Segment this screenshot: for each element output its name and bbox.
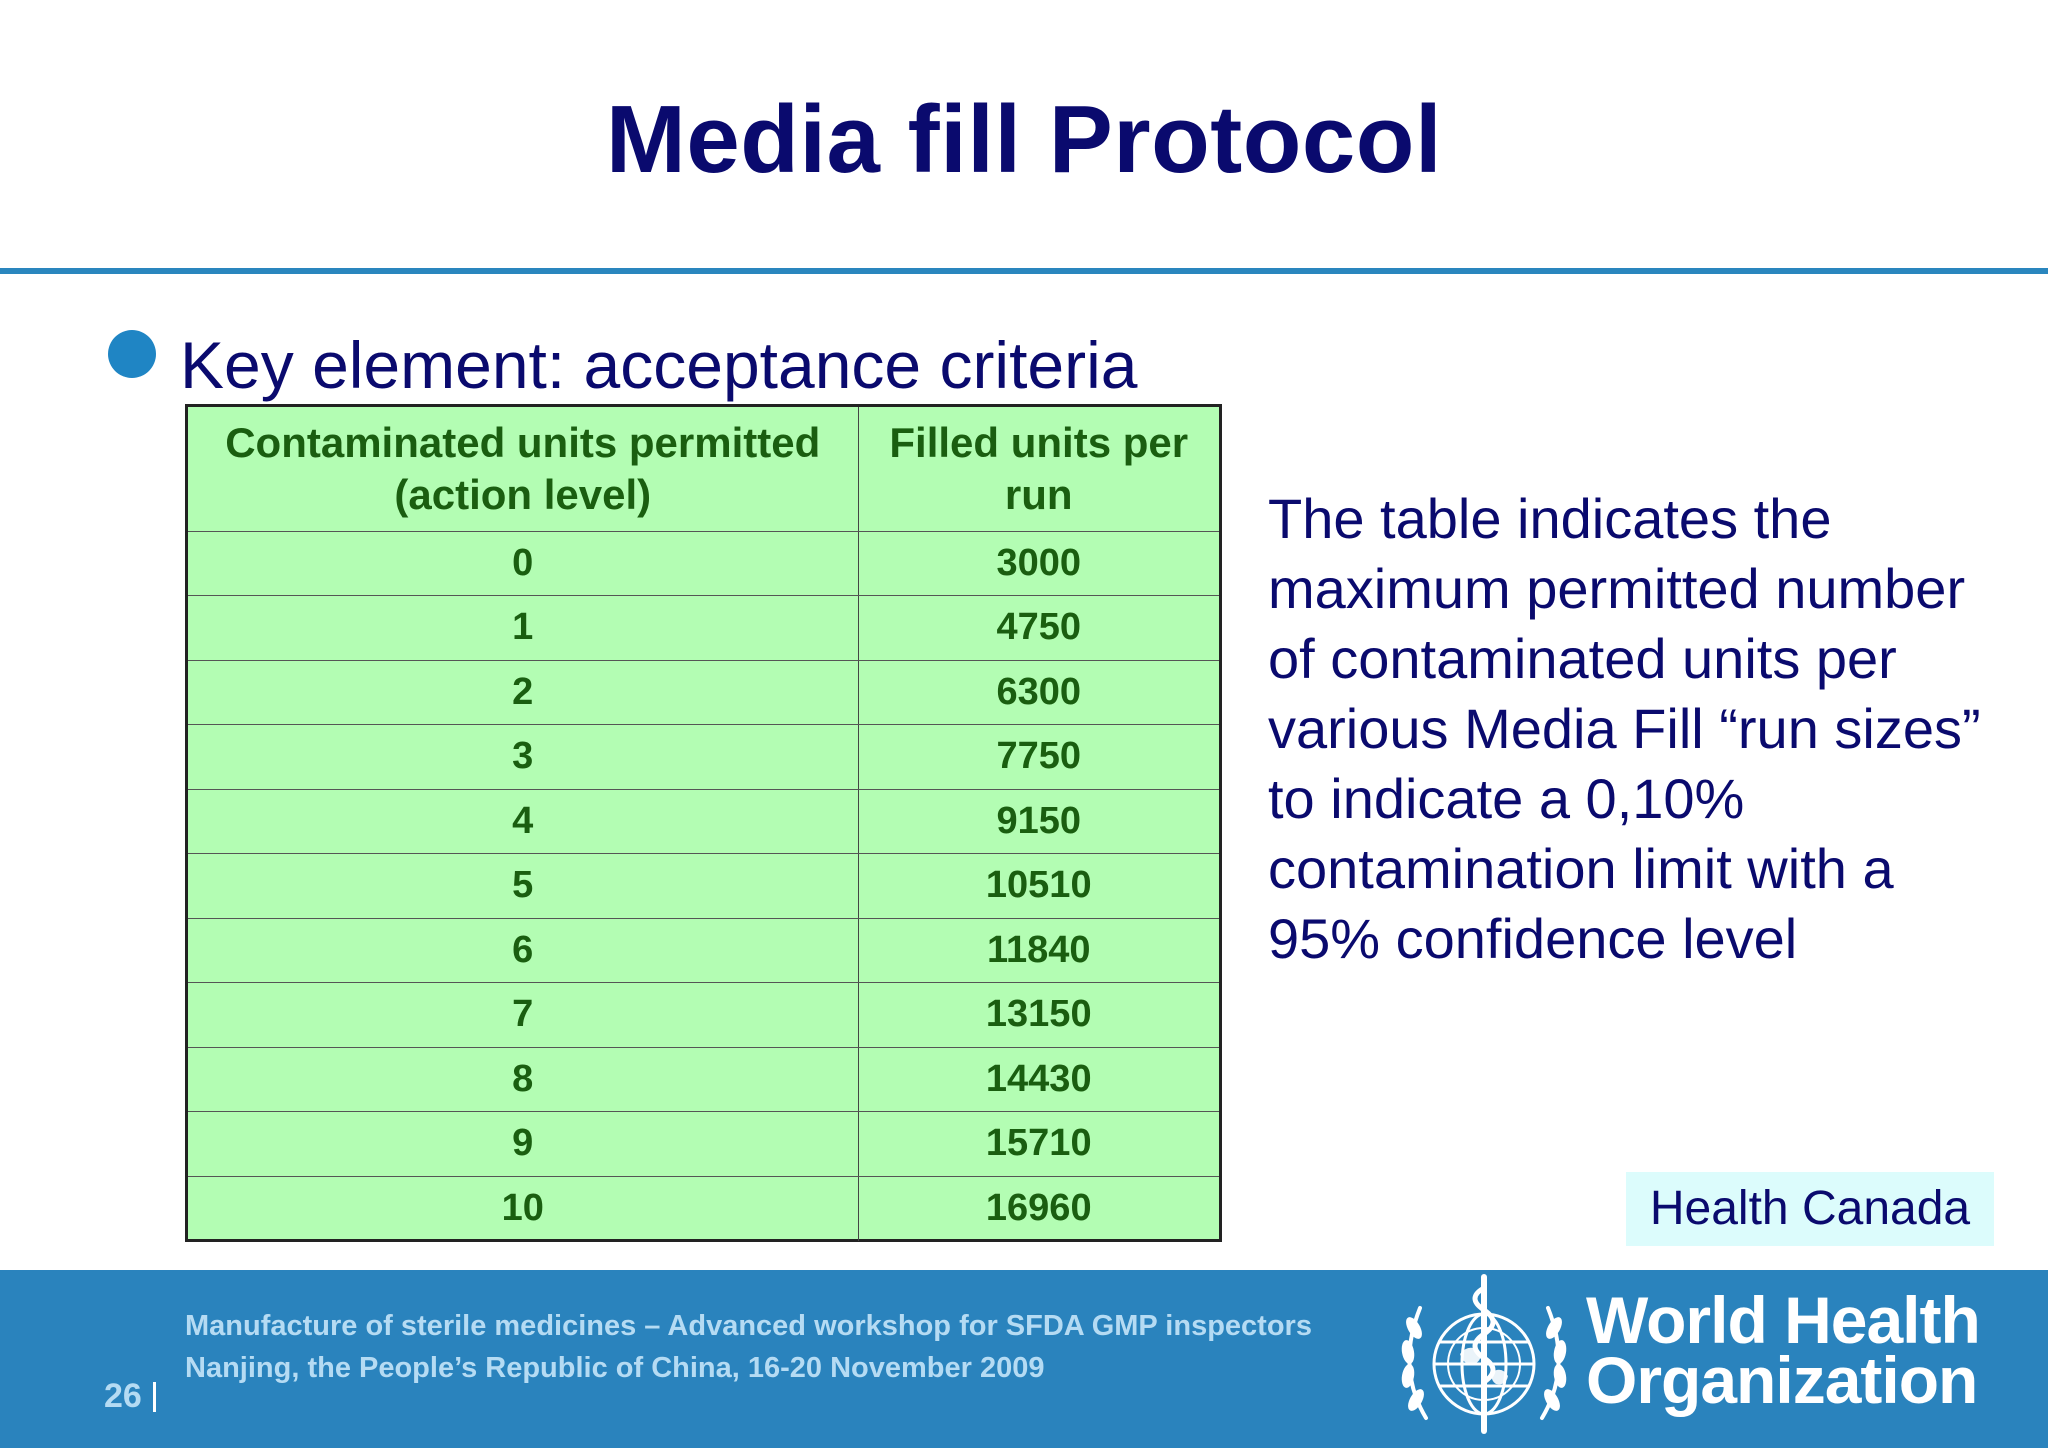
footer-bar xyxy=(0,1270,2048,1448)
bullet-text: Key element: acceptance criteria xyxy=(180,328,1138,402)
contaminated-units-cell: 1 xyxy=(188,595,859,661)
source-badge: Health Canada xyxy=(1626,1172,1994,1246)
contaminated-units-cell: 2 xyxy=(188,660,859,725)
footer-workshop-line: Manufacture of sterile medicines – Advan… xyxy=(185,1310,1312,1342)
who-name-line1: World Health xyxy=(1586,1283,1981,1357)
table-row: 1 4750 xyxy=(188,595,1219,661)
title-divider xyxy=(0,268,2048,274)
contaminated-units-cell: 0 xyxy=(188,531,859,596)
filled-units-cell: 15710 xyxy=(858,1111,1219,1177)
contaminated-units-cell: 4 xyxy=(188,789,859,854)
table-row: 2 6300 xyxy=(188,660,1219,725)
filled-units-cell: 13150 xyxy=(858,982,1219,1048)
who-logo-text: World Health Organization xyxy=(1586,1283,1981,1417)
filled-units-cell: 6300 xyxy=(858,660,1219,725)
table-row: 0 3000 xyxy=(188,531,1219,596)
table-header-row: Contaminated units permitted (action lev… xyxy=(188,407,1219,532)
contaminated-units-cell: 9 xyxy=(188,1111,859,1177)
contaminated-units-cell: 7 xyxy=(188,982,859,1048)
footer-location-line: Nanjing, the People’s Republic of China,… xyxy=(185,1352,1045,1384)
table-row: 4 9150 xyxy=(188,789,1219,854)
filled-units-cell: 9150 xyxy=(858,789,1219,854)
contaminated-units-cell: 3 xyxy=(188,724,859,790)
filled-units-cell: 7750 xyxy=(858,724,1219,790)
table-row: 9 15710 xyxy=(188,1111,1219,1177)
acceptance-criteria-table: Contaminated units permitted (action lev… xyxy=(185,404,1222,1242)
filled-units-cell: 3000 xyxy=(858,531,1219,596)
table-row: 3 7750 xyxy=(188,724,1219,790)
table-row: 8 14430 xyxy=(188,1047,1219,1112)
filled-units-cell: 10510 xyxy=(858,853,1219,919)
header-contaminated-units: Contaminated units permitted (action lev… xyxy=(188,407,859,532)
table-row: 10 16960 xyxy=(188,1176,1219,1241)
contaminated-units-cell: 5 xyxy=(188,853,859,919)
filled-units-cell: 14430 xyxy=(858,1047,1219,1112)
table-row: 6 11840 xyxy=(188,918,1219,983)
filled-units-cell: 11840 xyxy=(858,918,1219,983)
contaminated-units-cell: 6 xyxy=(188,918,859,983)
table-row: 5 10510 xyxy=(188,853,1219,919)
filled-units-cell: 16960 xyxy=(985,1187,1092,1229)
filled-units-cell: 4750 xyxy=(858,595,1219,661)
slide-title: Media fill Protocol xyxy=(605,86,1443,193)
who-name-line2: Organization xyxy=(1586,1343,1978,1417)
who-emblem-icon xyxy=(1401,1274,1567,1434)
page-number-divider xyxy=(153,1382,156,1412)
contaminated-units-cell: 8 xyxy=(188,1047,859,1112)
contaminated-units-cell: 10 xyxy=(188,1176,859,1241)
table-explanation-text: The table indicates the maximum permitte… xyxy=(1268,487,1981,970)
table-row: 7 13150 xyxy=(188,982,1219,1048)
header-filled-units: Filled units per run xyxy=(858,407,1219,532)
bullet-dot-icon xyxy=(108,330,156,378)
page-number: 26 xyxy=(104,1377,142,1415)
